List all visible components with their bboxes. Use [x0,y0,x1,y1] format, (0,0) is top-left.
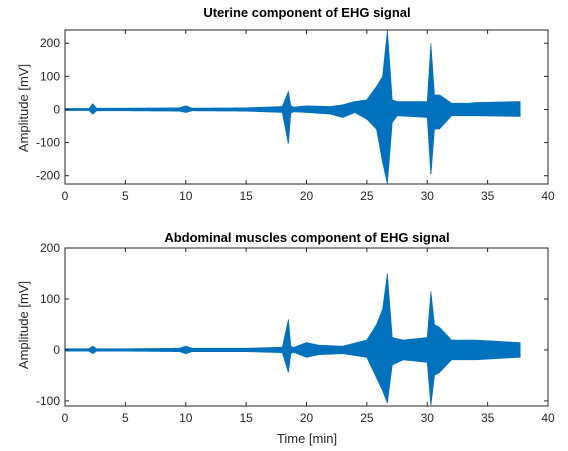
x-tick-label: 35 [481,189,495,203]
y-ticks: -200 -100 0 100 200 [36,36,548,183]
x-tick-label: 15 [239,189,253,203]
chart-title: Uterine component of EHG signal [203,5,410,20]
y-ticks: -100 0 100 200 [36,241,548,408]
y-tick-label: 100 [40,292,60,306]
y-tick-label: -200 [36,169,60,183]
y-tick-label: -100 [36,394,60,408]
y-tick-label: -100 [36,136,60,150]
x-tick-label: 30 [421,189,435,203]
x-tick-label: 35 [481,411,495,425]
x-tick-label: 40 [541,411,555,425]
x-tick-label: 5 [122,411,129,425]
x-tick-label: 15 [239,411,253,425]
y-axis-label: Amplitude [mV] [16,64,31,152]
y-tick-label: 100 [40,69,60,83]
x-tick-label: 20 [300,189,314,203]
x-tick-label: 20 [300,411,314,425]
x-tick-label: 0 [62,411,69,425]
y-axis-label: Amplitude [mV] [16,281,31,369]
x-axis-label: Time [min] [277,431,337,446]
x-tick-label: 10 [179,189,193,203]
signal-trace [64,29,521,184]
signal-line [64,273,521,405]
x-tick-label: 25 [360,411,374,425]
x-tick-label: 30 [421,411,435,425]
y-tick-label: 0 [53,343,60,357]
signal-trace [64,273,521,405]
x-ticks: 0 5 10 15 20 25 30 35 40 [62,30,555,203]
signal-line [64,29,521,184]
x-tick-label: 10 [179,411,193,425]
y-tick-label: 200 [40,36,60,50]
chart-title: Abdominal muscles component of EHG signa… [164,230,449,245]
y-tick-label: 0 [53,102,60,116]
y-tick-label: 200 [40,241,60,255]
x-tick-label: 40 [541,189,555,203]
x-tick-label: 0 [62,189,69,203]
x-tick-label: 5 [122,189,129,203]
x-tick-label: 25 [360,189,374,203]
abdominal-subplot: Abdominal muscles component of EHG signa… [16,230,555,446]
x-ticks: 0 5 10 15 20 25 30 35 40 [62,248,555,425]
